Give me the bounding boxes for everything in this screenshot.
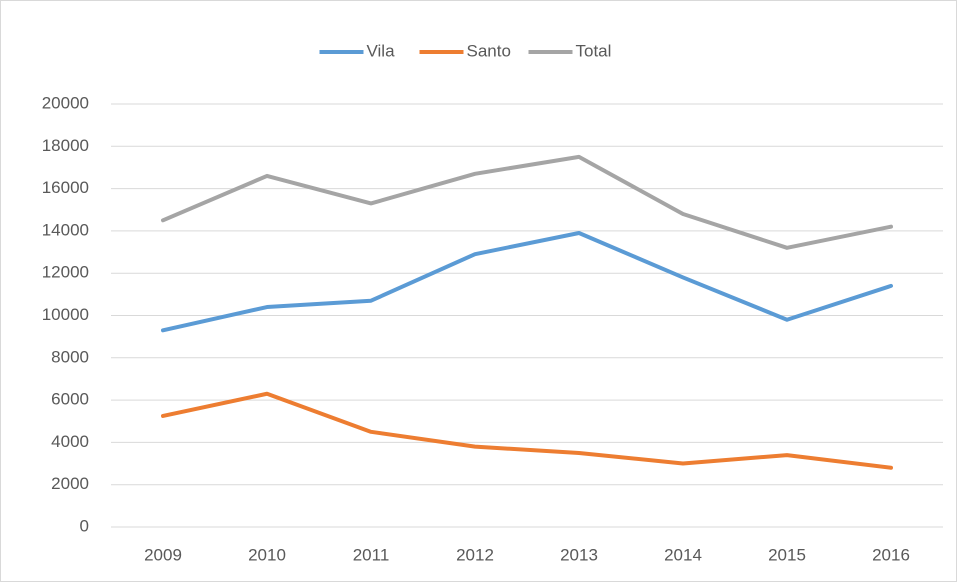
x-tick-label: 2013 (560, 545, 598, 564)
y-tick-label: 16000 (42, 178, 89, 197)
y-tick-label: 18000 (42, 136, 89, 155)
y-tick-label: 10000 (42, 305, 89, 324)
y-tick-label: 20000 (42, 93, 89, 112)
x-tick-label: 2014 (664, 545, 702, 564)
y-tick-label: 2000 (51, 474, 89, 493)
y-tick-label: 4000 (51, 432, 89, 451)
x-tick-label: 2009 (144, 545, 182, 564)
x-tick-label: 2011 (353, 545, 390, 564)
y-tick-label: 8000 (51, 347, 89, 366)
x-tick-label: 2016 (872, 545, 910, 564)
x-tick-label: 2010 (248, 545, 286, 564)
legend-label: Vila (367, 41, 396, 60)
series-line (161, 231, 893, 333)
series-line (161, 154, 893, 250)
x-tick-label: 2012 (456, 545, 494, 564)
legend-label: Santo (467, 41, 511, 60)
series-line (161, 391, 893, 470)
x-tick-label: 2015 (768, 545, 806, 564)
y-tick-label: 12000 (42, 263, 89, 282)
y-tick-label: 6000 (51, 390, 89, 409)
y-tick-label: 14000 (42, 220, 89, 239)
legend-label: Total (576, 41, 612, 60)
y-tick-label: 0 (80, 516, 89, 535)
